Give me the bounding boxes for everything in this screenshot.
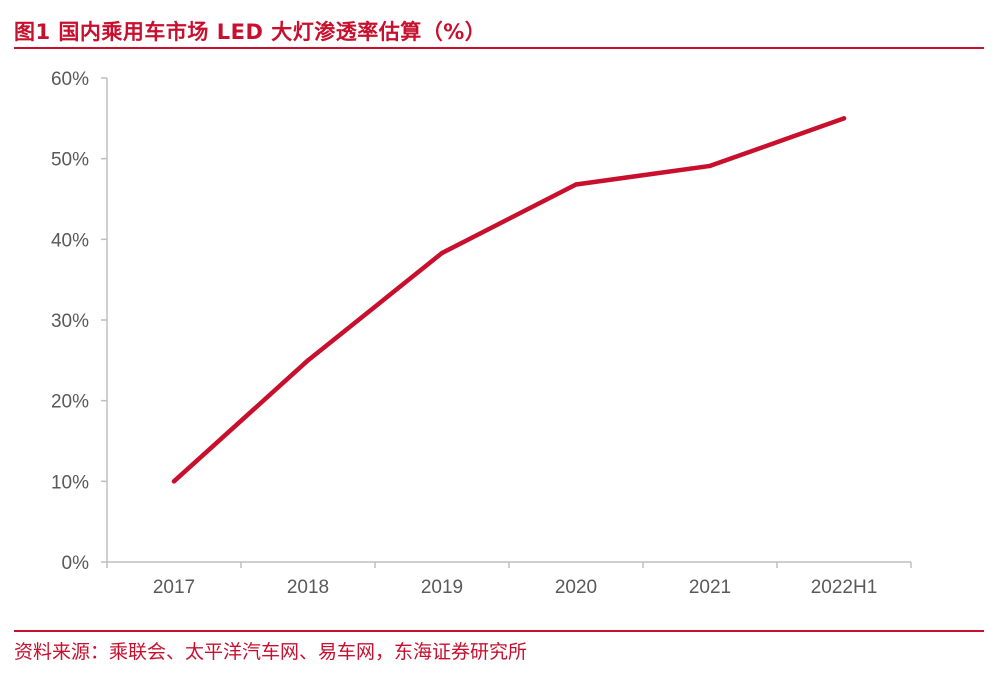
x-tick-label: 2018 (287, 577, 329, 598)
y-tick-label: 0% (62, 553, 90, 574)
x-tick-label: 2022H1 (811, 577, 878, 598)
title-divider (14, 47, 984, 49)
data-point (305, 358, 311, 363)
x-tick-label: 2021 (689, 577, 731, 598)
data-point (707, 163, 713, 169)
y-tick-label: 40% (51, 230, 89, 251)
x-tick-label: 2017 (153, 577, 195, 598)
x-tick-label: 2020 (555, 577, 597, 598)
y-tick-label: 50% (51, 150, 89, 171)
data-point (573, 182, 579, 187)
series-line (171, 116, 847, 484)
y-tick-label: 10% (51, 472, 89, 493)
series-group (171, 116, 847, 484)
y-tick-label: 20% (51, 392, 89, 413)
source-divider (14, 630, 984, 632)
data-point (439, 250, 445, 256)
source-note: 资料来源：乘联会、太平洋汽车网、易车网，东海证券研究所 (14, 641, 528, 663)
figure-title: 图1 国内乘用车市场 LED 大灯渗透率估算（%） (14, 20, 487, 44)
y-tick-label: 60% (51, 69, 89, 90)
line-chart: 0% 10% 20% 30% 40% 50% 60% 2017 2018 2019 2020 202… (51, 69, 912, 598)
x-axis-ticks: 2017 2018 2019 2020 2021 2022H1 (106, 562, 912, 598)
chart-axes (106, 78, 911, 563)
data-point (171, 479, 177, 484)
x-tick-label: 2019 (421, 577, 463, 598)
y-axis-ticks: 0% 10% 20% 30% 40% 50% 60% (51, 69, 107, 574)
y-tick-label: 30% (51, 311, 89, 332)
data-point (841, 116, 847, 121)
